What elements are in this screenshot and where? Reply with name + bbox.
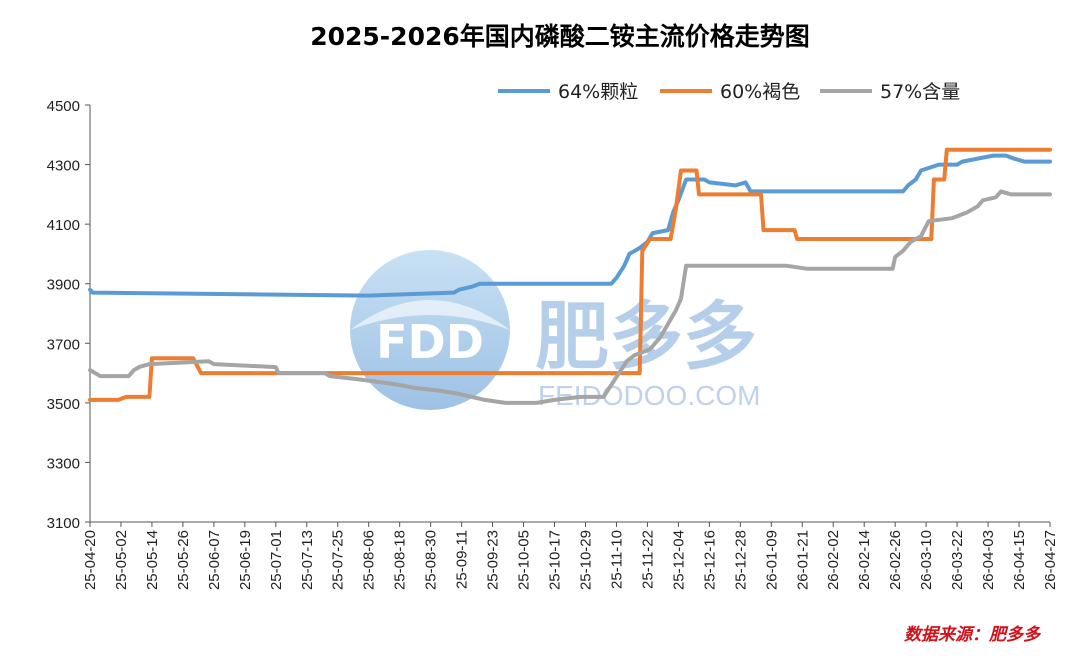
y-tick-label: 3500 [47,396,80,413]
legend-label-3: 57%含量 [880,81,960,103]
x-tick-label: 26-01-21 [794,530,811,590]
chart-title: 2025-2026年国内磷酸二铵主流价格走势图 [310,22,810,51]
x-axis: 25-04-20 25-05-02 25-05-14 25-05-26 25-06-07… [82,522,1059,590]
x-tick-label: 25-05-14 [144,530,161,590]
x-tick-label: 26-02-14 [856,530,873,590]
y-axis: 3100 3300 3500 3700 3900 4100 4300 4500 [47,98,90,532]
x-tick-label: 25-10-05 [516,530,533,590]
x-tick-label: 25-10-17 [547,530,564,590]
x-tick-label: 25-10-29 [577,530,594,590]
x-tick-label: 25-11-10 [608,530,625,589]
y-tick-label: 4300 [47,158,80,175]
y-tick-label: 3300 [47,455,80,472]
x-tick-label: 26-03-22 [949,530,966,590]
x-tick-label: 25-09-11 [454,530,471,589]
series-layer [88,147,1052,405]
watermark-domain: FEIDODOO.COM [538,380,760,411]
x-tick-label: 25-05-26 [175,530,192,590]
x-tick-label: 25-12-28 [732,530,749,590]
x-tick-label: 26-04-27 [1042,530,1059,590]
watermark-brand: 肥多多 [535,294,757,380]
x-tick-label: 25-06-19 [237,530,254,590]
watermark-logo-leaf [350,300,510,330]
x-tick-label: 25-08-06 [361,530,378,590]
y-tick-label: 4500 [47,98,80,115]
x-tick-label: 25-07-13 [299,530,316,590]
x-tick-label: 25-08-18 [392,530,409,590]
series-line-3 [88,189,1052,405]
series-line-1 [88,153,1052,298]
watermark-logo-text: FDD [376,315,484,369]
x-tick-label: 26-01-09 [763,530,780,590]
x-tick-label: 26-04-03 [980,530,997,590]
x-tick-label: 26-04-15 [1011,530,1028,590]
legend: 64%颗粒 60%褐色 57%含量 [498,81,960,103]
legend-label-1: 64%颗粒 [558,81,638,103]
source-note: 数据来源：肥多多 [904,625,1042,645]
x-tick-label: 25-06-07 [206,530,223,590]
y-tick-label: 3700 [47,336,80,353]
x-tick-label: 25-12-16 [701,530,718,590]
x-tick-label: 26-03-10 [918,530,935,590]
watermark-logo-circle [350,250,510,410]
y-tick-label: 3100 [47,515,80,532]
x-tick-label: 25-04-20 [82,530,99,590]
x-tick-label: 25-12-04 [670,530,687,590]
watermark: FDD 肥多多 FEIDODOO.COM [350,250,760,411]
x-tick-label: 25-09-23 [485,530,502,590]
x-tick-label: 25-07-01 [268,530,285,590]
x-tick-label: 25-07-25 [330,530,347,590]
y-tick-label: 4100 [47,217,80,234]
x-tick-label: 25-08-30 [423,530,440,590]
x-tick-label: 25-11-22 [639,530,656,589]
x-tick-label: 26-02-02 [825,530,842,590]
legend-label-2: 60%褐色 [720,81,800,103]
x-tick-label: 25-05-02 [113,530,130,590]
x-tick-label: 26-02-26 [887,530,904,590]
y-tick-label: 3900 [47,277,80,294]
